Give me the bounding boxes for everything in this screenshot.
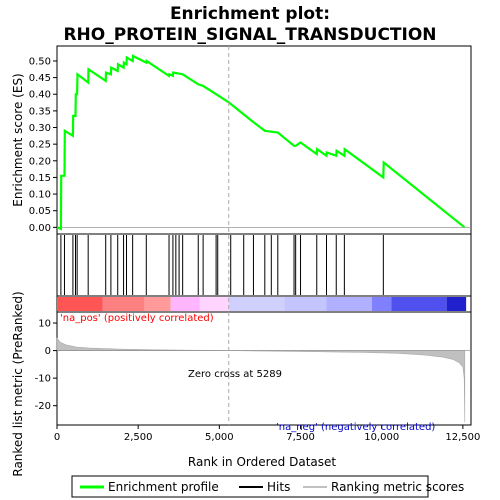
ranking-bar-segment: [446, 297, 467, 311]
zero-cross-annotation: Zero cross at 5289: [188, 369, 282, 380]
es-panel: [56, 45, 472, 235]
x-tick-label: 5,000: [205, 432, 234, 443]
y-axis-label-metric: Ranked list metric (PreRanked): [11, 291, 25, 476]
ranking-bar-segment: [229, 297, 285, 311]
neg-annotation: 'na_neg' (negatively correlated): [276, 422, 435, 433]
y-axis-label-es: Enrichment score (ES): [11, 73, 25, 206]
es-tick-label: 0.10: [29, 190, 51, 201]
es-tick-label: 0.45: [29, 73, 51, 84]
ranking-bar-segment: [102, 297, 145, 311]
es-profile-line: [56, 54, 466, 231]
metric-area-shape: [56, 337, 466, 423]
ranking-bar-segment: [391, 297, 447, 311]
es-tick-label: 0.50: [29, 56, 51, 67]
ranking-bar-segment: [284, 297, 327, 311]
es-tick-label: 0.00: [29, 223, 51, 234]
legend-metric-label: Ranking metric scores: [331, 480, 464, 494]
metric-tick-label: -10: [35, 374, 51, 385]
metric-tick-label: 0: [45, 346, 51, 357]
axes: 0.00 0.05 0.10 0.15 0.20 0.25 0.30 0.35 0.40 0.45…: [29, 56, 481, 443]
ranking-color-bar: [57, 297, 467, 311]
es-tick-label: 0.15: [29, 173, 51, 184]
es-tick-label: 0.25: [29, 140, 51, 151]
legend-enrichment-label: Enrichment profile: [108, 480, 219, 494]
ranking-bar-segment: [199, 297, 230, 311]
ranking-bar-segment: [144, 297, 171, 311]
x-tick-label: 0: [54, 432, 60, 443]
ranking-bar-segment: [57, 297, 103, 311]
metric-tick-label: 10: [38, 319, 51, 330]
pos-annotation: 'na_pos' (positively correlated): [60, 313, 214, 324]
chart-title-line1: Enrichment plot:: [170, 4, 330, 24]
es-tick-label: 0.20: [29, 156, 51, 167]
x-axis-label: Rank in Ordered Dataset: [188, 455, 336, 469]
x-tick-label: 2,500: [124, 432, 153, 443]
es-tick-label: 0.05: [29, 206, 51, 217]
es-tick-label: 0.35: [29, 106, 51, 117]
metric-area: [56, 46, 471, 425]
chart-title-line2: RHO_PROTEIN_SIGNAL_TRANSDUCTION: [63, 25, 436, 45]
es-tick-label: 0.40: [29, 90, 51, 101]
ranking-bar-segment: [371, 297, 392, 311]
x-tick-label: 7,500: [286, 432, 315, 443]
x-tick-label: 10,000: [364, 432, 399, 443]
ranking-bar-segment: [170, 297, 200, 311]
hits-panel: [56, 233, 472, 297]
hits-group: [60, 235, 384, 295]
es-curve: [56, 54, 466, 231]
metric-panel: [56, 311, 472, 426]
es-tick-label: 0.30: [29, 123, 51, 134]
ranking-bar-segment: [326, 297, 372, 311]
metric-tick-label: -20: [35, 401, 51, 412]
legend-hits-label: Hits: [267, 480, 290, 494]
x-tick-label: 12,500: [445, 432, 480, 443]
